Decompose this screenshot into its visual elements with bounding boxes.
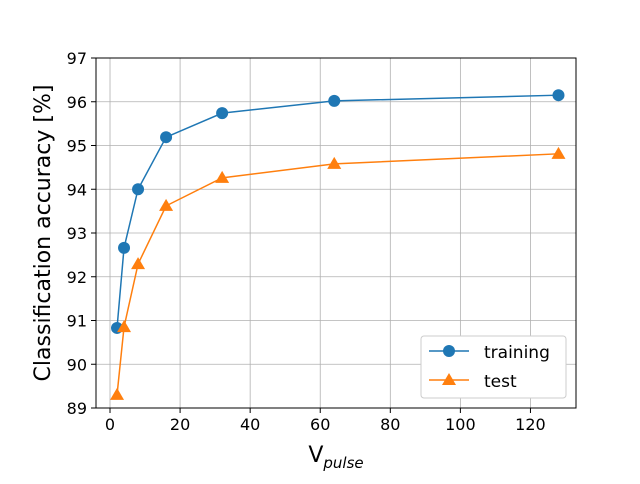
y-tick-label: 89 bbox=[67, 399, 87, 418]
data-point-test bbox=[110, 387, 125, 400]
y-tick-label: 93 bbox=[67, 224, 87, 243]
data-point-training bbox=[216, 107, 229, 120]
grid bbox=[96, 57, 576, 409]
data-point-test bbox=[327, 156, 342, 169]
y-tick-label: 95 bbox=[67, 137, 87, 156]
y-tick-label: 96 bbox=[67, 93, 87, 112]
y-tick-label: 94 bbox=[67, 180, 87, 199]
legend: training test bbox=[420, 335, 567, 399]
y-tick-label: 92 bbox=[67, 268, 87, 287]
x-tick-label: 100 bbox=[445, 415, 476, 434]
data-point-test bbox=[159, 198, 174, 211]
ticks: 0 20 40 60 80 100 120 89 90 91 92 93 94 95 96 97 bbox=[67, 49, 546, 434]
y-tick-label: 97 bbox=[67, 49, 87, 68]
x-tick-label: 120 bbox=[515, 415, 546, 434]
legend-label-training: training bbox=[484, 343, 550, 363]
data-point-training bbox=[160, 131, 173, 144]
x-axis-label-main: V bbox=[308, 443, 323, 468]
legend-marker-test bbox=[442, 373, 456, 385]
x-tick-label: 80 bbox=[380, 415, 400, 434]
y-axis-label: Classification accuracy [%] bbox=[31, 85, 56, 382]
legend-label-test: test bbox=[484, 372, 517, 392]
data-point-training bbox=[328, 94, 341, 107]
y-tick-label: 90 bbox=[67, 355, 87, 374]
data-point-training bbox=[118, 241, 131, 254]
data-point-training bbox=[552, 89, 565, 102]
data-point-training bbox=[132, 183, 145, 196]
data-point-test bbox=[117, 320, 132, 333]
data-point-test bbox=[215, 170, 230, 183]
x-tick-label: 40 bbox=[240, 415, 260, 434]
series bbox=[110, 89, 566, 400]
x-tick-label: 60 bbox=[310, 415, 330, 434]
y-tick-label: 91 bbox=[67, 312, 87, 331]
x-tick-label: 0 bbox=[105, 415, 115, 434]
data-point-test bbox=[131, 257, 146, 270]
x-axis-label: Vpulse bbox=[308, 443, 363, 472]
series-line-training bbox=[116, 94, 559, 329]
legend-marker-training bbox=[443, 345, 455, 357]
x-tick-label: 20 bbox=[170, 415, 190, 434]
x-axis-label-sub: pulse bbox=[322, 454, 363, 472]
data-point-test bbox=[551, 146, 566, 159]
